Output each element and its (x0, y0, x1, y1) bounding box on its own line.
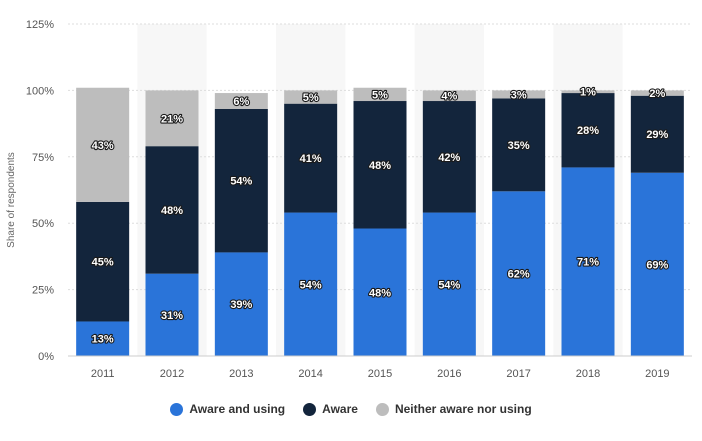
y-tick-label: 25% (32, 285, 54, 297)
data-label: 69% (646, 259, 668, 271)
data-label: 42% (438, 152, 460, 164)
legend-swatch (170, 402, 184, 416)
bar-segment (422, 212, 476, 356)
y-tick-label: 125% (26, 19, 54, 31)
data-label: 35% (508, 140, 530, 152)
legend-label: Aware and using (189, 402, 286, 416)
bar-segment (284, 103, 338, 213)
bar-segment (214, 108, 268, 253)
bar-segment (422, 90, 476, 102)
data-label: 21% (161, 113, 183, 125)
bar-segment (76, 201, 130, 322)
data-label: 39% (230, 299, 252, 311)
data-label: 48% (161, 205, 183, 217)
data-label: 41% (300, 153, 322, 165)
bar-segment (145, 90, 199, 147)
bar-segment (353, 87, 407, 102)
data-label: 1% (580, 87, 596, 99)
data-label: 6% (233, 96, 249, 108)
chart-legend: Aware and using Aware Neither aware nor us… (0, 402, 702, 416)
bar-segment (561, 167, 615, 356)
legend-item[interactable]: Aware (303, 402, 358, 416)
bar-segment (214, 252, 268, 356)
x-tick-label: 2014 (298, 368, 322, 380)
data-labels: 13% 45% 43% 31% 48% 21% 39% 54% 6% 54% 41% 5% 48% 48%… (91, 86, 670, 347)
data-label: 2% (649, 88, 665, 100)
bar-segment (353, 101, 407, 229)
data-label: 5% (303, 92, 319, 104)
bar-segment (353, 228, 407, 356)
data-label: 54% (300, 279, 322, 291)
y-tick-label: 50% (32, 218, 54, 230)
bar-segment (561, 93, 615, 168)
x-tick-label: 2011 (91, 368, 115, 380)
legend-label: Aware (322, 402, 358, 416)
x-tick-label: 2013 (229, 368, 253, 380)
bar-segment (214, 93, 268, 109)
bar-segment (145, 273, 199, 356)
bar-segment (630, 90, 684, 96)
bar-segment (284, 90, 338, 104)
data-label: 62% (508, 269, 530, 281)
legend-label: Neither aware nor using (394, 402, 532, 416)
bar-segment (76, 321, 130, 356)
bar-segment (630, 172, 684, 356)
x-axis-ticks: 2011 2012 2013 2014 2015 2016 2017 2018 2019 (91, 368, 670, 380)
y-tick-label: 75% (32, 152, 54, 164)
legend-item[interactable]: Aware and using (170, 402, 285, 416)
legend-item[interactable]: Neither aware nor using (375, 402, 532, 416)
bar-segment (76, 87, 130, 202)
bar-segment (492, 191, 546, 356)
bar-segment (630, 95, 684, 173)
data-label: 29% (646, 129, 668, 141)
x-tick-label: 2018 (576, 368, 600, 380)
x-tick-label: 2016 (437, 368, 461, 380)
bar-segment (284, 212, 338, 356)
bar-series (76, 87, 684, 356)
bar-segment (492, 98, 546, 192)
data-label: 31% (161, 310, 183, 322)
data-label: 28% (577, 125, 599, 137)
data-label: 43% (92, 140, 114, 152)
data-label: 48% (369, 160, 391, 172)
bar-segment (492, 90, 546, 99)
data-label: 45% (92, 257, 114, 269)
bar-segment (145, 146, 199, 274)
data-label: 3% (511, 89, 527, 101)
y-axis-title: Share of respondents (6, 152, 17, 248)
bar-segment (561, 90, 615, 94)
data-label: 5% (372, 89, 388, 101)
bar-segment (422, 101, 476, 213)
data-label: 54% (230, 176, 252, 188)
data-label: 4% (441, 91, 457, 103)
x-tick-label: 2017 (506, 368, 530, 380)
y-tick-label: 0% (38, 351, 54, 363)
legend-swatch (303, 402, 317, 416)
legend-swatch (375, 402, 389, 416)
data-label: 13% (92, 334, 114, 346)
y-axis-ticks: 0% 25% 50% 75% 100% 125% (26, 19, 54, 363)
data-label: 71% (577, 257, 599, 269)
x-tick-label: 2019 (645, 368, 669, 380)
x-tick-label: 2012 (160, 368, 184, 380)
data-label: 54% (438, 279, 460, 291)
x-tick-label: 2015 (368, 368, 392, 380)
data-label: 48% (369, 287, 391, 299)
y-tick-label: 100% (26, 85, 54, 97)
